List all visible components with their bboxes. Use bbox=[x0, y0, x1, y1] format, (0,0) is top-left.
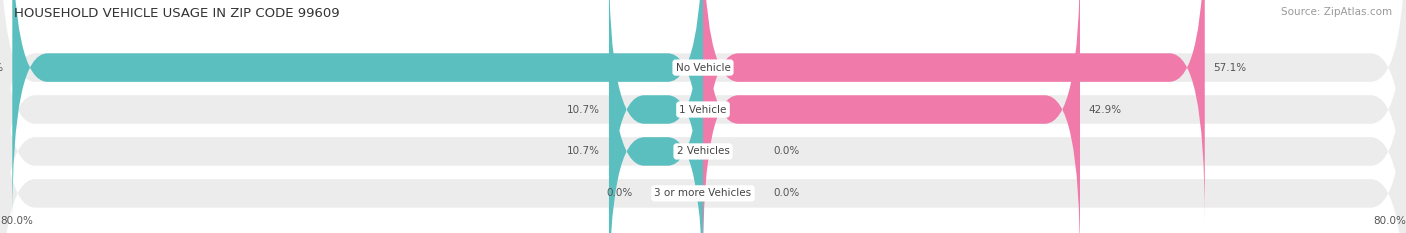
Text: 80.0%: 80.0% bbox=[0, 216, 32, 226]
Text: 10.7%: 10.7% bbox=[567, 105, 600, 114]
FancyBboxPatch shape bbox=[609, 0, 703, 233]
Text: 78.6%: 78.6% bbox=[0, 63, 4, 72]
FancyBboxPatch shape bbox=[13, 0, 703, 221]
Text: HOUSEHOLD VEHICLE USAGE IN ZIP CODE 99609: HOUSEHOLD VEHICLE USAGE IN ZIP CODE 9960… bbox=[14, 7, 340, 20]
FancyBboxPatch shape bbox=[703, 0, 1080, 233]
Text: 1 Vehicle: 1 Vehicle bbox=[679, 105, 727, 114]
Text: 3 or more Vehicles: 3 or more Vehicles bbox=[654, 188, 752, 198]
Text: 0.0%: 0.0% bbox=[773, 188, 800, 198]
FancyBboxPatch shape bbox=[609, 0, 703, 233]
Text: No Vehicle: No Vehicle bbox=[675, 63, 731, 72]
Text: 2 Vehicles: 2 Vehicles bbox=[676, 147, 730, 156]
FancyBboxPatch shape bbox=[0, 0, 1406, 221]
Text: 0.0%: 0.0% bbox=[773, 147, 800, 156]
FancyBboxPatch shape bbox=[0, 40, 1406, 233]
Text: 0.0%: 0.0% bbox=[606, 188, 633, 198]
Text: 57.1%: 57.1% bbox=[1213, 63, 1247, 72]
Text: 10.7%: 10.7% bbox=[567, 147, 600, 156]
Text: 42.9%: 42.9% bbox=[1088, 105, 1122, 114]
FancyBboxPatch shape bbox=[703, 0, 1205, 221]
Text: Source: ZipAtlas.com: Source: ZipAtlas.com bbox=[1281, 7, 1392, 17]
Text: 80.0%: 80.0% bbox=[1374, 216, 1406, 226]
